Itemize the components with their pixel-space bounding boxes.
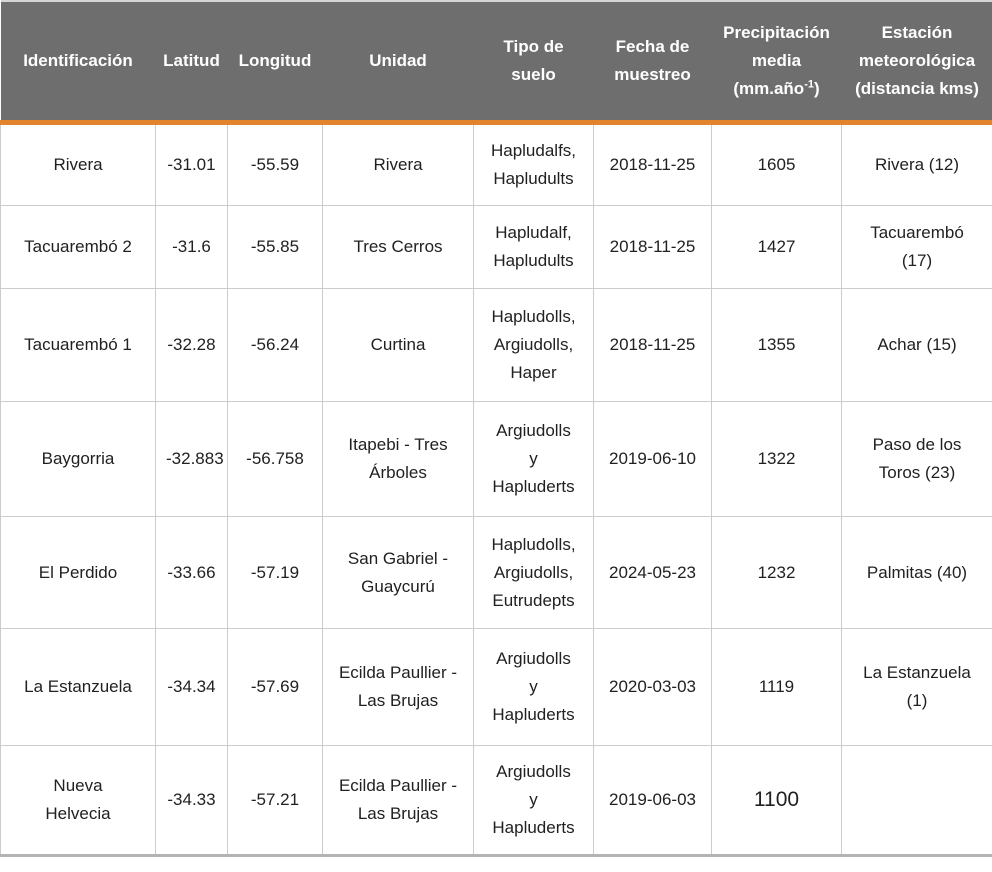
cell-identificacion: Baygorria	[0, 401, 156, 517]
cell-precipitacion: 1100	[711, 745, 842, 856]
cell-tipo-de-suelo: Hapludalf, Hapludults	[473, 205, 594, 289]
table-header: Identificación Latitud Longitud Unidad T…	[0, 1, 992, 125]
cell-identificacion: El Perdido	[0, 516, 156, 629]
table-body: Rivera -31.01 -55.59 Rivera Hapludalfs, …	[0, 122, 992, 856]
cell-unidad: Curtina	[322, 288, 474, 402]
cell-latitud: -31.01	[155, 122, 228, 206]
cell-identificacion: La Estanzuela	[0, 628, 156, 746]
cell-precipitacion: 1427	[711, 205, 842, 289]
cell-longitud: -55.59	[227, 122, 323, 206]
cell-fecha-de-muestreo: 2018-11-25	[593, 205, 712, 289]
cell-estacion: Palmitas (40)	[841, 516, 992, 629]
cell-fecha-de-muestreo: 2018-11-25	[593, 122, 712, 206]
table-row: Tacuarembó 1 -32.28 -56.24 Curtina Haplu…	[0, 288, 992, 402]
cell-tipo-de-suelo: Argiudolls y Hapluderts	[473, 401, 594, 517]
cell-latitud: -31.6	[155, 205, 228, 289]
col-header-precipitacion-media: Precipitación media (mm.año-1)	[711, 1, 842, 125]
cell-estacion: Achar (15)	[841, 288, 992, 402]
cell-fecha-de-muestreo: 2019-06-10	[593, 401, 712, 517]
cell-longitud: -57.19	[227, 516, 323, 629]
precipitacion-label-text: Precipitación media (mm.año	[723, 23, 830, 98]
cell-estacion: La Estanzuela (1)	[841, 628, 992, 746]
cell-identificacion: Rivera	[0, 122, 156, 206]
precipitacion-superscript: -1	[804, 78, 814, 91]
header-row: Identificación Latitud Longitud Unidad T…	[0, 1, 992, 125]
cell-estacion: Rivera (12)	[841, 122, 992, 206]
cell-fecha-de-muestreo: 2018-11-25	[593, 288, 712, 402]
cell-unidad: Tres Cerros	[322, 205, 474, 289]
cell-unidad: Rivera	[322, 122, 474, 206]
table-row: Rivera -31.01 -55.59 Rivera Hapludalfs, …	[0, 122, 992, 206]
cell-tipo-de-suelo: Hapludolls, Argiudolls, Haper	[473, 288, 594, 402]
cell-tipo-de-suelo: Hapludalfs, Hapludults	[473, 122, 594, 206]
cell-precipitacion: 1232	[711, 516, 842, 629]
col-header-estacion-meteorologica: Estación meteorológica (distancia kms)	[841, 1, 992, 125]
cell-unidad: San Gabriel - Guaycurú	[322, 516, 474, 629]
cell-latitud: -34.34	[155, 628, 228, 746]
precipitacion-label-close: )	[813, 79, 820, 98]
col-header-fecha-de-muestreo: Fecha de muestreo	[593, 1, 712, 125]
cell-precipitacion: 1605	[711, 122, 842, 206]
cell-tipo-de-suelo: Hapludolls, Argiudolls, Eutrudepts	[473, 516, 594, 629]
cell-identificacion: Tacuarembó 2	[0, 205, 156, 289]
cell-identificacion: Nueva Helvecia	[0, 745, 156, 856]
table-row: La Estanzuela -34.34 -57.69 Ecilda Paull…	[0, 628, 992, 746]
col-header-unidad: Unidad	[322, 1, 474, 125]
cell-tipo-de-suelo: Argiudolls y Hapluderts	[473, 628, 594, 746]
table-row: Tacuarembó 2 -31.6 -55.85 Tres Cerros Ha…	[0, 205, 992, 289]
cell-identificacion: Tacuarembó 1	[0, 288, 156, 402]
cell-longitud: -56.758	[227, 401, 323, 517]
col-header-latitud: Latitud	[155, 1, 228, 125]
table-row: El Perdido -33.66 -57.19 San Gabriel - G…	[0, 516, 992, 629]
cell-precipitacion: 1119	[711, 628, 842, 746]
cell-latitud: -32.28	[155, 288, 228, 402]
cell-unidad: Ecilda Paullier - Las Brujas	[322, 628, 474, 746]
cell-precipitacion: 1322	[711, 401, 842, 517]
cell-latitud: -32.883	[155, 401, 228, 517]
col-header-identificacion: Identificación	[0, 1, 156, 125]
cell-estacion: Tacuarembó (17)	[841, 205, 992, 289]
cell-precipitacion: 1355	[711, 288, 842, 402]
cell-longitud: -56.24	[227, 288, 323, 402]
table-row: Nueva Helvecia -34.33 -57.21 Ecilda Paul…	[0, 745, 992, 856]
cell-fecha-de-muestreo: 2019-06-03	[593, 745, 712, 856]
cell-unidad: Itapebi - Tres Árboles	[322, 401, 474, 517]
cell-longitud: -55.85	[227, 205, 323, 289]
col-header-tipo-de-suelo: Tipo de suelo	[473, 1, 594, 125]
cell-longitud: -57.69	[227, 628, 323, 746]
cell-estacion	[841, 745, 992, 856]
table-row: Baygorria -32.883 -56.758 Itapebi - Tres…	[0, 401, 992, 517]
cell-unidad: Ecilda Paullier - Las Brujas	[322, 745, 474, 856]
cell-tipo-de-suelo: Argiudolls y Hapluderts	[473, 745, 594, 856]
col-header-longitud: Longitud	[227, 1, 323, 125]
cell-fecha-de-muestreo: 2020-03-03	[593, 628, 712, 746]
cell-latitud: -34.33	[155, 745, 228, 856]
cell-longitud: -57.21	[227, 745, 323, 856]
cell-latitud: -33.66	[155, 516, 228, 629]
cell-fecha-de-muestreo: 2024-05-23	[593, 516, 712, 629]
cell-estacion: Paso de los Toros (23)	[841, 401, 992, 517]
